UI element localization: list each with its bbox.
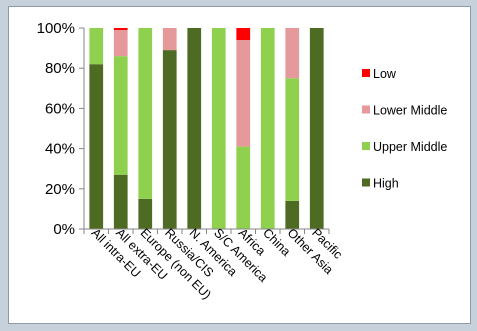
bar-all-extra-eu-low [113,28,128,31]
bar-africa-low [236,28,251,41]
legend-label-low: Low [373,67,397,81]
legend-label-lower-middle: Lower Middle [373,104,447,118]
y-tick-label: 0% [53,221,75,238]
bar-africa-lower-middle [236,40,251,147]
bar-pacific-high [309,28,324,229]
bar-all-extra-eu-high [113,174,128,229]
y-tick-label: 40% [45,141,75,158]
bar-other-asia-upper-middle [285,78,300,201]
bar-africa-upper-middle [236,146,251,229]
legend: Low Lower Middle Upper Middle High [362,67,447,191]
bar-n-america-high [187,28,202,229]
legend-swatch-lower-middle [362,105,370,114]
chart-frame: 0% 20% 40% 60% 80% 100% All intra-EU All extra-… [8,6,471,324]
bar-china-upper-middle [260,28,275,229]
bar-all-extra-eu-upper-middle [113,56,128,175]
bar-other-asia-high [285,200,300,229]
legend-swatch-high [362,178,370,187]
bars-layer [89,28,324,230]
legend-label-high: High [373,177,399,191]
bar-europe-non-eu-upper-middle [138,28,153,199]
y-tick-label: 80% [45,60,75,77]
legend-label-upper-middle: Upper Middle [373,140,447,154]
bar-other-asia-lower-middle [285,28,300,79]
bar-russia-cis-lower-middle [162,28,177,51]
legend-swatch-upper-middle [362,142,370,150]
bar-all-intra-eu-upper-middle [89,28,104,65]
y-tick-label: 100% [37,20,75,37]
bar-all-extra-eu-lower-middle [113,30,128,57]
bar-all-intra-eu-high [89,64,104,230]
legend-swatch-low [362,69,370,77]
bar-s-c-america-upper-middle [211,28,226,229]
bar-russia-cis-high [162,50,177,229]
y-tick-label: 60% [45,100,75,117]
bar-europe-non-eu-high [138,198,153,229]
y-tick-label: 20% [45,181,75,198]
